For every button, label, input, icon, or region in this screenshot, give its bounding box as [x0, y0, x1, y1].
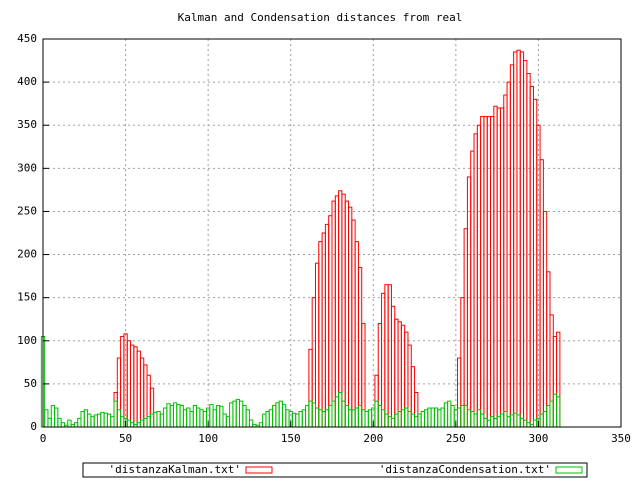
- x-tick-label: 350: [611, 432, 631, 445]
- y-tick-label: 100: [17, 334, 37, 347]
- x-tick-label: 150: [281, 432, 301, 445]
- chart-title: Kalman and Condensation distances from r…: [178, 11, 463, 24]
- y-tick-label: 350: [17, 118, 37, 131]
- legend-swatch: [245, 466, 273, 474]
- x-tick-label: 0: [40, 432, 47, 445]
- legend-swatch: [555, 466, 583, 474]
- legend-box: [82, 462, 588, 478]
- y-tick-label: 150: [17, 291, 37, 304]
- y-tick-label: 400: [17, 75, 37, 88]
- bars: [40, 49, 561, 428]
- y-tick-label: 300: [17, 161, 37, 174]
- x-tick-label: 300: [528, 432, 548, 445]
- bar: [556, 396, 561, 428]
- legend-label: 'distanzaCondensation.txt': [379, 463, 551, 476]
- axes: 0 50 100 150 200 250 300 350 400 450 0 50 100 150 200 2…: [17, 32, 631, 445]
- legend: 'distanzaKalman.txt' 'distanzaCondensatio…: [109, 463, 583, 476]
- x-tick-label: 50: [119, 432, 132, 445]
- x-tick-label: 100: [198, 432, 218, 445]
- y-tick-label: 0: [30, 420, 37, 433]
- legend-label: 'distanzaKalman.txt': [109, 463, 241, 476]
- x-tick-label: 250: [446, 432, 466, 445]
- y-tick-label: 200: [17, 248, 37, 261]
- y-tick-label: 450: [17, 32, 37, 45]
- y-tick-label: 250: [17, 204, 37, 217]
- plot-frame: [42, 38, 622, 428]
- y-tick-label: 50: [24, 377, 37, 390]
- x-tick-label: 200: [363, 432, 383, 445]
